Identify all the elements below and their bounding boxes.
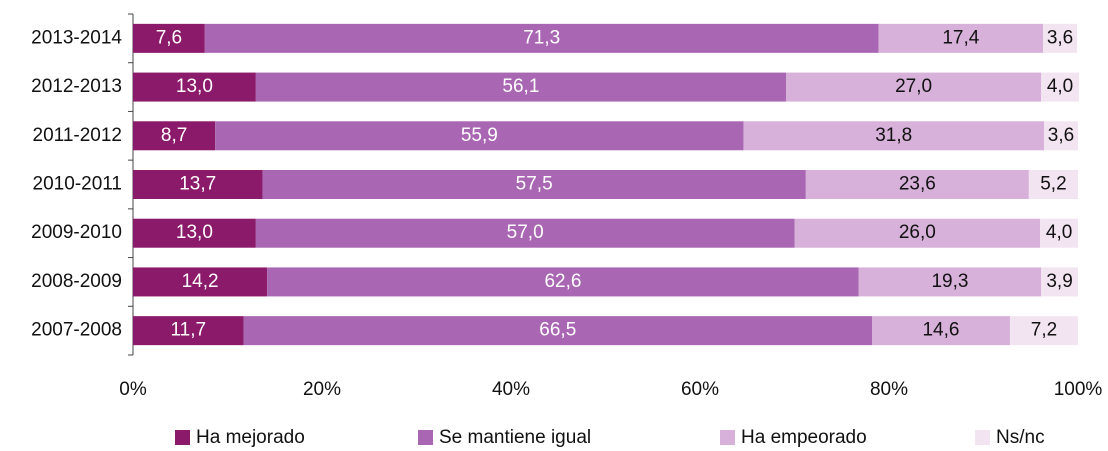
- value-label: 8,7: [161, 125, 187, 146]
- bar-segment: [794, 218, 1041, 248]
- bar-segment: [1043, 23, 1078, 53]
- y-tick-label: 2010-2011: [33, 174, 122, 195]
- legend-swatch: [720, 430, 735, 445]
- bar-segment: [133, 267, 268, 297]
- bar-segment: [133, 72, 256, 102]
- legend-label: Ns/nc: [996, 427, 1045, 448]
- value-label: 57,0: [507, 222, 544, 243]
- bar-segment: [785, 72, 1042, 102]
- value-label: 11,7: [170, 320, 206, 341]
- bar-segment: [1041, 72, 1079, 102]
- value-label: 5,2: [1040, 174, 1066, 195]
- value-label: 27,0: [895, 76, 932, 97]
- value-label: 55,9: [461, 125, 498, 146]
- bar-segment: [133, 170, 263, 199]
- value-label: 26,0: [899, 222, 936, 243]
- legend-swatch: [175, 430, 190, 445]
- bar-segment: [133, 121, 216, 151]
- value-label: 14,2: [182, 271, 219, 292]
- bar-segment: [204, 23, 879, 53]
- value-label: 13,0: [176, 222, 213, 243]
- value-label: 4,0: [1046, 222, 1072, 243]
- bar-segment: [133, 23, 205, 53]
- value-label: 13,7: [179, 174, 216, 195]
- bar-segment: [871, 316, 1010, 346]
- value-label: 4,0: [1047, 76, 1073, 97]
- bar-segment: [878, 23, 1044, 53]
- y-tick-label: 2013-2014: [31, 27, 122, 48]
- bar-segment: [267, 267, 859, 297]
- y-tick-label: 2009-2010: [31, 222, 122, 243]
- bar-segment: [1040, 218, 1078, 248]
- bar-segment: [215, 121, 744, 151]
- bar-segment: [1043, 121, 1078, 151]
- x-tick-label: 40%: [492, 379, 530, 400]
- value-label: 66,5: [539, 320, 576, 341]
- value-label: 7,2: [1031, 320, 1057, 341]
- value-label: 71,3: [523, 27, 560, 48]
- bar-segment: [1041, 267, 1078, 297]
- bar-segment: [262, 170, 806, 199]
- value-label: 3,6: [1048, 125, 1074, 146]
- bar-segment: [858, 267, 1042, 297]
- y-tick-label: 2008-2009: [31, 271, 122, 292]
- x-tick-label: 100%: [1054, 379, 1103, 400]
- bar-segment: [243, 316, 872, 346]
- legend-label: Ha mejorado: [196, 427, 305, 448]
- legend-label: Se mantiene igual: [439, 427, 591, 448]
- y-tick-label: 2007-2008: [31, 320, 122, 341]
- value-label: 13,0: [176, 76, 213, 97]
- bar-segment: [1028, 170, 1078, 199]
- x-tick-label: 60%: [681, 379, 719, 400]
- x-tick-label: 80%: [870, 379, 908, 400]
- value-label: 17,4: [942, 27, 979, 48]
- x-tick-label: 0%: [119, 379, 147, 400]
- bar-segment: [255, 72, 786, 102]
- value-label: 14,6: [922, 320, 959, 341]
- bar-segment: [743, 121, 1044, 151]
- y-tick-label: 2012-2013: [31, 76, 122, 97]
- y-tick-label: 2011-2012: [33, 125, 122, 146]
- bar-segment: [1009, 316, 1078, 346]
- value-label: 62,6: [544, 271, 581, 292]
- bar-segment: [133, 316, 244, 346]
- value-label: 31,8: [875, 125, 912, 146]
- legend-swatch: [418, 430, 433, 445]
- value-label: 19,3: [931, 271, 968, 292]
- legend-swatch: [975, 430, 990, 445]
- bar-segment: [805, 170, 1029, 199]
- value-label: 56,1: [502, 76, 539, 97]
- bar-segment: [133, 218, 256, 248]
- value-label: 3,6: [1047, 27, 1073, 48]
- value-label: 3,9: [1046, 271, 1072, 292]
- value-label: 7,6: [156, 27, 182, 48]
- x-tick-label: 20%: [303, 379, 341, 400]
- bar-segment: [255, 218, 795, 248]
- value-label: 57,5: [516, 174, 553, 195]
- legend-label: Ha empeorado: [741, 427, 867, 448]
- value-label: 23,6: [899, 174, 936, 195]
